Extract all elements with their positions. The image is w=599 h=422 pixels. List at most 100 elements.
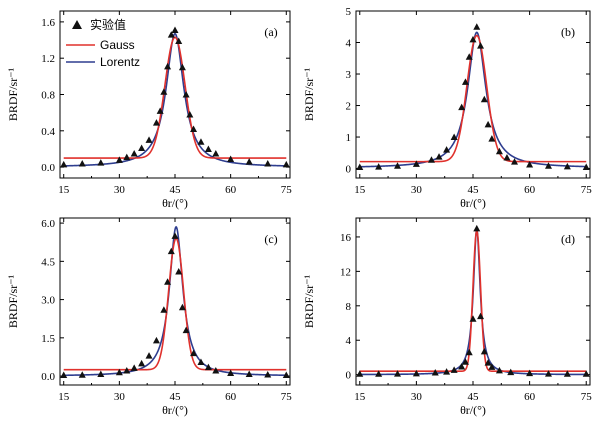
experimental-point	[465, 53, 473, 60]
y-axis-label: BRDF/sr⁻¹	[6, 67, 20, 121]
experimental-point	[160, 88, 168, 95]
experimental-point	[182, 326, 190, 334]
experimental-point	[204, 363, 212, 371]
experimental-point	[130, 364, 138, 371]
x-tick-label: 45	[468, 184, 480, 196]
legend-label-lorentz: Lorentz	[100, 55, 140, 69]
experimental-point	[115, 156, 123, 163]
experimental-point	[167, 31, 175, 38]
experimental-point	[427, 156, 435, 163]
experimental-point	[152, 336, 160, 344]
experimental-point	[123, 366, 131, 374]
x-tick-label: 30	[114, 184, 126, 196]
y-tick-label: 0	[346, 370, 352, 382]
y-tick-label: 4	[346, 335, 352, 347]
gauss-curve	[63, 237, 287, 371]
experimental-point	[484, 359, 492, 366]
experimental-point	[435, 153, 443, 160]
experimental-point	[164, 62, 172, 70]
x-tick-label: 15	[354, 184, 366, 196]
experimental-point	[164, 278, 172, 285]
experimental-point	[443, 368, 451, 375]
experimental-point	[563, 370, 571, 377]
experimental-point	[115, 368, 123, 376]
experimental-point	[563, 162, 571, 170]
experimental-point	[526, 369, 534, 377]
experimental-point	[264, 371, 272, 378]
experimental-point	[458, 103, 466, 111]
experimental-point	[526, 160, 534, 168]
experimental-point	[245, 370, 253, 378]
experimental-point	[60, 371, 68, 379]
experimental-point	[171, 26, 179, 34]
experimental-point	[175, 37, 183, 44]
y-axis-label: BRDF/sr⁻¹	[302, 274, 316, 328]
experimental-point	[488, 363, 496, 370]
experimental-point	[212, 149, 220, 157]
experimental-point	[582, 163, 590, 170]
gauss-curve	[63, 36, 287, 159]
experimental-point	[167, 247, 175, 255]
y-tick-label: 0	[346, 164, 352, 176]
experimental-point	[394, 370, 402, 377]
y-tick-label: 2	[346, 101, 352, 113]
y-tick-label: 0.0	[41, 371, 55, 383]
experimental-point	[412, 369, 420, 377]
experimental-point	[186, 110, 194, 118]
experimental-point	[356, 163, 364, 170]
experimental-point	[356, 370, 364, 377]
y-axis-label: BRDF/sr⁻¹	[302, 67, 316, 121]
experimental-point	[495, 147, 503, 155]
experimental-point	[145, 136, 153, 143]
y-tick-label: 1.2	[41, 53, 55, 65]
lorentz-curve	[63, 32, 287, 167]
experimental-point	[431, 369, 439, 376]
experimental-point	[507, 368, 515, 376]
experimental-point	[394, 162, 402, 169]
x-axis-label: θr/(°)	[460, 403, 486, 417]
experimental-point	[544, 370, 552, 377]
experimental-point	[473, 23, 481, 30]
panel-1: 15 30 45 60 75 0.0 0.4 0.8 1.2 1.6 BRDF/sr⁻¹ θr/(°)…	[6, 10, 293, 210]
x-tick-label: 60	[225, 184, 237, 196]
experimental-point	[469, 315, 477, 322]
experimental-point	[511, 158, 519, 165]
experimental-point	[443, 146, 451, 153]
x-tick-label: 15	[58, 391, 70, 403]
x-tick-label: 60	[225, 391, 237, 403]
experimental-point	[473, 224, 481, 232]
panel-label: (b)	[561, 25, 575, 39]
experimental-point	[190, 349, 198, 357]
legend-label-gauss: Gauss	[100, 38, 135, 52]
y-axis-label: BRDF/sr⁻¹	[6, 274, 20, 328]
x-tick-label: 75	[581, 184, 593, 196]
experimental-point	[461, 358, 469, 365]
experimental-point	[190, 125, 198, 132]
lorentz-curve	[63, 225, 287, 377]
experimental-point	[477, 42, 485, 49]
panel-4: 15 30 45 60 75 0 4 8 12 16 BRDF/sr⁻¹ θr/(°) (d)	[302, 217, 593, 417]
experimental-point	[227, 369, 235, 377]
experimental-point	[152, 119, 160, 126]
y-tick-label: 0.0	[41, 162, 55, 174]
experimental-point	[245, 158, 253, 165]
experimental-point	[495, 366, 503, 374]
experimental-point	[197, 358, 205, 366]
x-tick-label: 75	[281, 184, 293, 196]
experimental-point	[145, 352, 153, 359]
x-axis-label: θr/(°)	[460, 196, 486, 210]
y-tick-label: 1.5	[41, 333, 55, 345]
x-axis-label: θr/(°)	[162, 196, 188, 210]
gauss-curve	[359, 34, 587, 163]
panel-label: (c)	[264, 232, 277, 246]
y-tick-label: 6.0	[41, 218, 55, 230]
experimental-point	[204, 145, 212, 152]
experimental-point	[227, 155, 235, 162]
legend-label-experimental: 实验值	[90, 17, 126, 32]
experimental-point	[582, 370, 590, 377]
experimental-point	[182, 91, 190, 98]
y-tick-label: 0.8	[41, 90, 55, 102]
x-tick-label: 75	[581, 391, 593, 403]
experimental-point	[282, 160, 290, 168]
